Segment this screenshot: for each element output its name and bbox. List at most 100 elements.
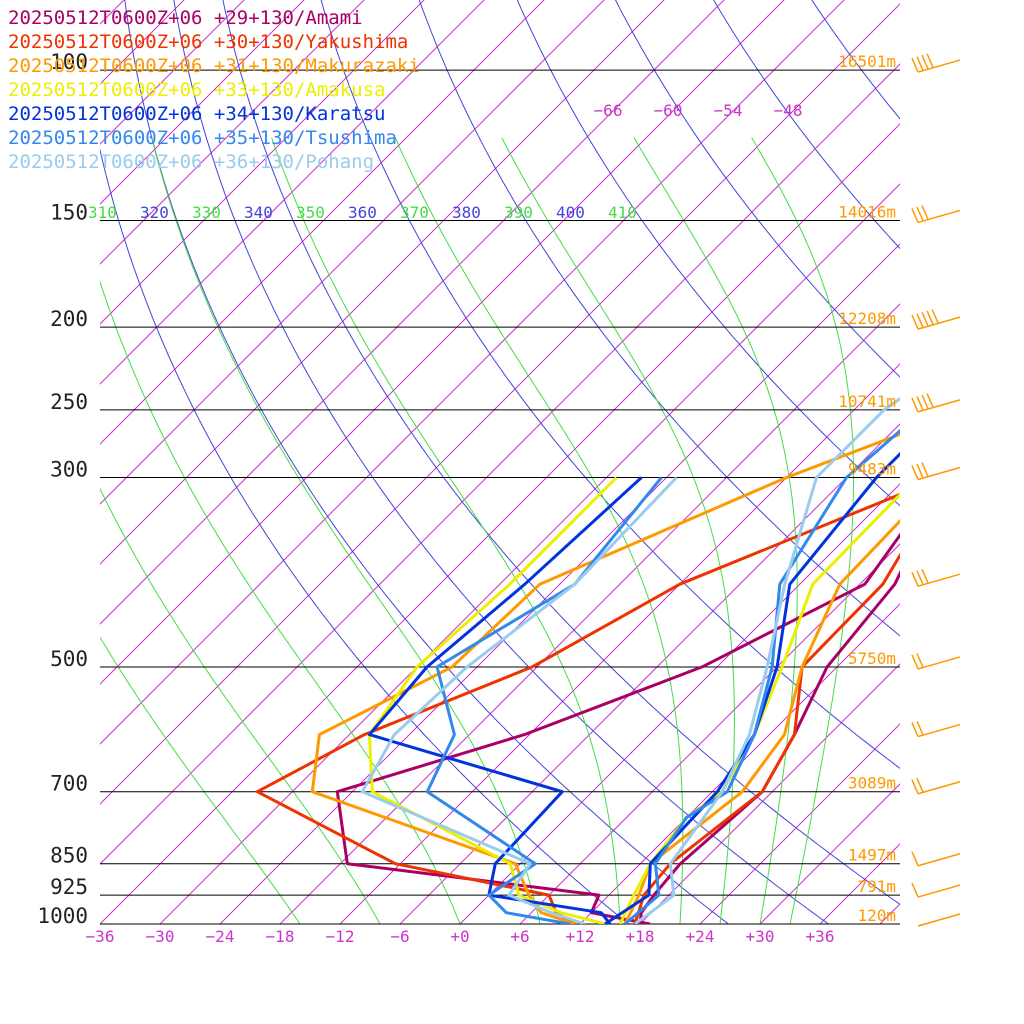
isotherm-line [339, 363, 900, 924]
pressure-label: 1000 [37, 904, 88, 928]
legend-item-pohang: 20250512T0600Z+06 +36+130/Pohang [8, 151, 375, 173]
dry-adiabat-line [124, 0, 729, 924]
pressure-label: 200 [50, 307, 88, 331]
moist-adiabat-line [151, 137, 541, 924]
dry-adiabat-lines [100, 0, 900, 924]
temperature-tick-label: +6 [510, 927, 529, 946]
sounding-line [425, 476, 663, 924]
theta-label: 370 [400, 203, 429, 222]
height-label: 9483m [848, 460, 896, 479]
temperature-tick-label: −30 [146, 927, 175, 946]
isotherm-line [699, 723, 900, 924]
pressure-label: 300 [50, 458, 88, 482]
dry-adiabat-line [614, 0, 900, 378]
moist-adiabat-line [394, 137, 684, 924]
height-label: 14016m [838, 202, 896, 221]
moist-adiabat-line [271, 137, 621, 924]
theta-label: 330 [192, 203, 221, 222]
theta-label: 360 [348, 203, 377, 222]
sounding-line [335, 532, 900, 924]
dry-adiabat-line [100, 147, 629, 924]
isotherm-line [879, 903, 900, 924]
sounding-line [255, 492, 900, 924]
pressure-label: 150 [50, 200, 88, 224]
temperature-tick-label: −12 [326, 927, 355, 946]
pressure-label: 700 [50, 772, 88, 796]
sounding-line [623, 518, 900, 924]
wind-barb [911, 53, 961, 73]
theta-label: 390 [504, 203, 533, 222]
isotherm-line [399, 423, 900, 924]
moist-adiabat-line [501, 137, 735, 924]
dry-adiabat-line [516, 0, 900, 507]
wind-barb [911, 720, 961, 738]
dry-adiabat-line [173, 0, 829, 924]
height-label: 1497m [848, 846, 896, 865]
pressure-label: 100 [50, 50, 88, 74]
sounding-line [360, 476, 678, 924]
wind-barbs [911, 53, 961, 927]
dry-adiabat-line [222, 0, 900, 905]
legend-item-tsushima: 20250512T0600Z+06 +35+130/Tsushima [8, 127, 397, 149]
height-label: 120m [857, 906, 896, 925]
sounding-line [367, 476, 618, 924]
height-label: 12208m [838, 309, 896, 328]
sounding-line [634, 396, 900, 924]
temperature-tick-label: −24 [206, 927, 235, 946]
isotherm-line [639, 663, 900, 924]
legend-item-amakusa: 20250512T0600Z+06 +33+130/Amakusa [8, 79, 386, 101]
sounding-line [624, 428, 900, 924]
upper-temperature-label: −60 [654, 101, 683, 120]
legend-item-makurazaki: 20250512T0600Z+06 +31+130/Makurazaki [8, 55, 420, 77]
wind-barb [911, 462, 961, 481]
legend: 20250512T0600Z+06 +29+130/Amami 20250512… [8, 6, 420, 174]
temperature-tick-label: +36 [806, 927, 835, 946]
sounding-line [604, 451, 900, 924]
moist-adiabat-line [100, 487, 381, 924]
temperature-tick-label: −36 [86, 927, 115, 946]
height-label: 16501m [838, 52, 896, 71]
theta-label: 380 [452, 203, 481, 222]
wind-barb [911, 851, 961, 867]
legend-item-karatsu: 20250512T0600Z+06 +34+130/Karatsu [8, 103, 386, 125]
temperature-tick-label: +18 [626, 927, 655, 946]
wind-barb [911, 205, 961, 224]
upper-temperature-label: −48 [774, 101, 803, 120]
isotherm-line [459, 483, 900, 924]
legend-item-yakushima: 20250512T0600Z+06 +30+130/Yakushima [8, 31, 409, 53]
temperature-tick-label: +12 [566, 927, 595, 946]
pressure-label: 500 [50, 647, 88, 671]
height-label: 791m [857, 877, 896, 896]
moist-adiabat-line [100, 280, 461, 924]
height-label: 5750m [848, 649, 896, 668]
temperature-tick-label: −6 [390, 927, 409, 946]
sounding-line [310, 432, 900, 924]
axis-labels: 100 150 200 250 300 500 700 850 925 1000 16501m 140… [37, 50, 896, 946]
upper-temperature-label: −54 [714, 101, 743, 120]
temperature-tick-label: +0 [450, 927, 469, 946]
wind-barb [911, 569, 961, 587]
theta-label: 400 [556, 203, 585, 222]
moist-adiabat-line [100, 636, 301, 924]
wind-barb [911, 882, 961, 898]
temperature-tick-label: −18 [266, 927, 295, 946]
pressure-label: 850 [50, 844, 88, 868]
wind-barb [917, 913, 961, 927]
pressure-label: 250 [50, 390, 88, 414]
sounding-line [367, 476, 643, 924]
temperature-tick-label: +24 [686, 927, 715, 946]
dry-adiabat-line [418, 0, 900, 637]
height-label: 10741m [838, 392, 896, 411]
height-label: 3089m [848, 774, 896, 793]
sounding-series [255, 396, 900, 924]
wind-barb [911, 653, 961, 670]
isotherm-line [579, 603, 900, 924]
theta-label: 310 [88, 203, 117, 222]
theta-label: 350 [296, 203, 325, 222]
wind-barb [911, 777, 961, 795]
isotherm-line [519, 543, 900, 924]
temperature-tick-label: +30 [746, 927, 775, 946]
wind-barb [911, 309, 961, 330]
legend-item-amami: 20250512T0600Z+06 +29+130/Amami [8, 7, 363, 29]
